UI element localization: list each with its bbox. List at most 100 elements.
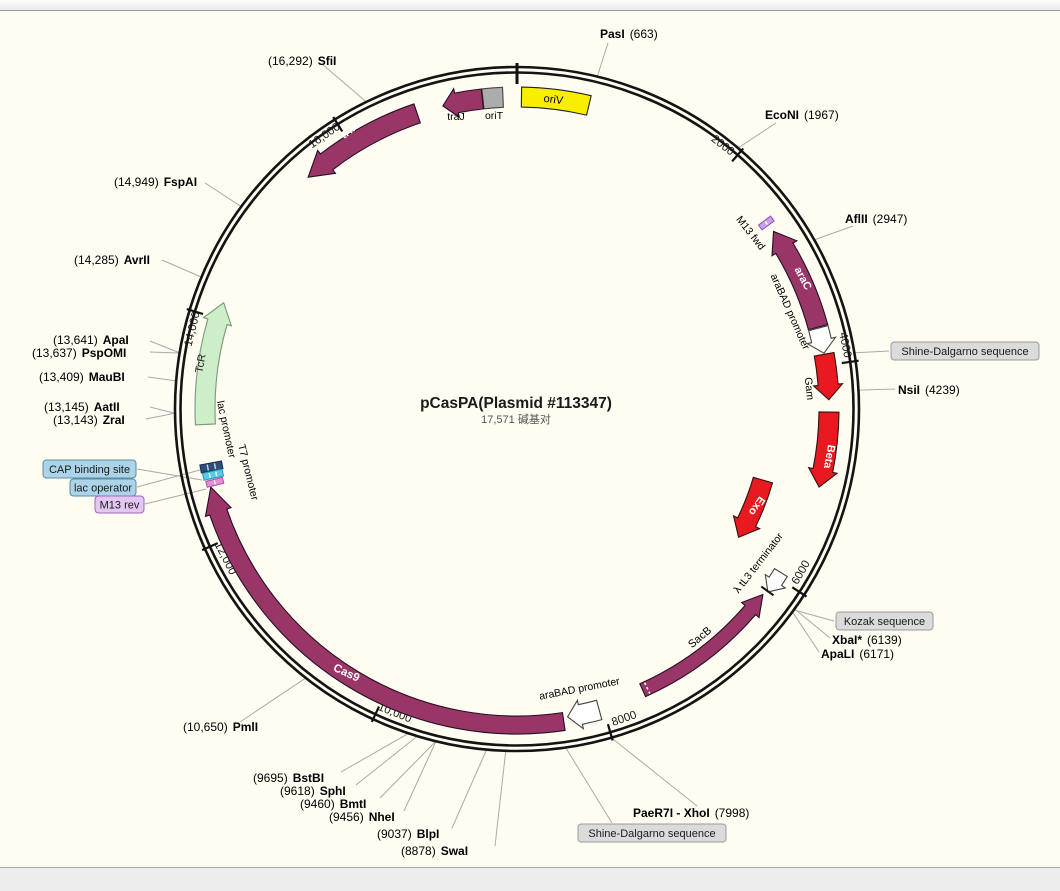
- feature-arabad-promoter[interactable]: [566, 698, 603, 731]
- leader-line-aatii: [149, 406, 175, 414]
- badge-rect: [94, 495, 145, 514]
- tick-10000: [370, 706, 380, 723]
- badge-shine-dalgarno-sequence[interactable]: Shine-Dalgarno sequence: [890, 341, 1040, 361]
- enzyme-label-nsii[interactable]: NsiI (4239): [898, 383, 960, 397]
- enzyme-label-sfii[interactable]: (16,292) SfiI: [268, 54, 336, 68]
- lac-operator-marker[interactable]: [201, 468, 225, 481]
- feature-trfa[interactable]: [307, 103, 422, 178]
- badge-label-shine-dalgarno-sequence: Shine-Dalgarno sequence: [901, 346, 1028, 358]
- feature-label-traj[interactable]: traJ: [447, 111, 465, 123]
- badge-cap-binding-site[interactable]: CAP binding site: [42, 459, 137, 479]
- leader-line-aflii: [815, 225, 854, 240]
- lac-operator-marker-rect: [201, 468, 225, 481]
- enzyme-label-xbai[interactable]: XbaI* (6139): [832, 633, 902, 647]
- enzyme-label-bstbi[interactable]: (9695) BstBI: [253, 771, 324, 785]
- feature-tcr[interactable]: [194, 301, 233, 426]
- feature-label-orit[interactable]: oriT: [485, 110, 504, 122]
- feature-arac[interactable]: [771, 230, 829, 331]
- enzyme-label-sphi[interactable]: (9618) SphI: [280, 784, 346, 798]
- feature-label-oriv[interactable]: oriV: [543, 93, 565, 107]
- enzyme-label-maubi[interactable]: (13,409) MauBI: [39, 370, 125, 384]
- feature-label-beta[interactable]: Beta: [821, 444, 837, 470]
- feature-cas9[interactable]: [204, 485, 566, 735]
- enzyme-label-blpi[interactable]: (9037) BlpI: [377, 827, 439, 841]
- tick-label-14000: 14,000: [183, 311, 203, 348]
- leader-line-pmli: [239, 678, 306, 723]
- leader-line-paer7i-xhoi: [612, 738, 698, 807]
- leader-line-apali: [792, 612, 820, 653]
- window-chrome-top: [0, 0, 1060, 11]
- leader-line-blpi: [451, 750, 487, 829]
- enzyme-label-apali[interactable]: ApaLI (6171): [821, 647, 894, 661]
- lac-operator-marker-stripe: [215, 471, 218, 477]
- feature-label-t7-promoter[interactable]: T7 promoter: [235, 443, 261, 502]
- enzyme-label-pmli[interactable]: (10,650) PmlI: [183, 720, 258, 734]
- leader-line-xbai: [794, 609, 831, 639]
- enzyme-label-pspomi[interactable]: (13,637) PspOMI: [32, 346, 126, 360]
- tick-4000: [841, 359, 859, 365]
- tick-label-4000: 4000: [836, 331, 853, 358]
- tick-label-6000: 6000: [790, 559, 813, 587]
- leader-line-nsii: [859, 388, 896, 391]
- enzyme-label-zrai[interactable]: (13,143) ZraI: [53, 413, 125, 427]
- leader-line-swai: [494, 751, 507, 847]
- feature-arabad-promoter[interactable]: [805, 324, 837, 354]
- feature-gam[interactable]: [812, 351, 844, 401]
- feature-label-tcr[interactable]: TcR: [193, 353, 208, 374]
- enzyme-label-aatii[interactable]: (13,145) AatII: [44, 400, 120, 414]
- badge-m13-rev[interactable]: M13 rev: [94, 495, 145, 514]
- tick-6000: [791, 586, 808, 598]
- enzyme-label-econi[interactable]: EcoNI (1967): [765, 108, 839, 122]
- leader-line-sphi: [355, 736, 417, 786]
- tick-12000: [201, 542, 219, 552]
- leader-line-sfii: [321, 63, 366, 102]
- tick-2000: [731, 147, 745, 163]
- leader-line-kozak-sequence: [792, 609, 835, 622]
- tick-14000: [186, 308, 204, 316]
- feature-truncation-dash: [643, 682, 651, 694]
- badge-label-m13-rev: M13 rev: [100, 499, 140, 511]
- tick-label-8000: 8000: [610, 709, 638, 729]
- leader-line-bmti: [379, 741, 436, 799]
- leader-line-avrii: [161, 259, 201, 278]
- m13-fwd-marker[interactable]: [757, 215, 775, 231]
- plasmid-length: 17,571 碱基对: [481, 412, 551, 426]
- terminator-tick: [760, 585, 775, 597]
- badge-kozak-sequence[interactable]: Kozak sequence: [835, 611, 934, 631]
- feature-tl3-terminator[interactable]: [764, 567, 789, 593]
- feature-exo[interactable]: [732, 476, 774, 538]
- badge-lac-operator[interactable]: lac operator: [69, 478, 137, 497]
- leader-line-cap-binding-site: [136, 468, 203, 481]
- leader-line-maubi: [147, 376, 176, 382]
- feature-label-m13-fwd[interactable]: M13 fwd: [733, 214, 767, 253]
- enzyme-label-fspai[interactable]: (14,949) FspAI: [114, 175, 197, 189]
- enzyme-label-avrii[interactable]: (14,285) AvrII: [74, 253, 150, 267]
- feature-label-gam[interactable]: Gam: [802, 377, 816, 401]
- feature-label-lac-promoter[interactable]: lac promoter: [214, 400, 238, 460]
- feature-beta[interactable]: [807, 411, 840, 488]
- lac-operator-marker-stripe: [208, 472, 211, 478]
- enzyme-label-nhei[interactable]: (9456) NheI: [329, 810, 395, 824]
- badge-rect: [835, 611, 934, 631]
- enzyme-label-swai[interactable]: (8878) SwaI: [401, 844, 468, 858]
- feature-label-arabad-promoter[interactable]: araBAD promoter: [538, 675, 621, 702]
- feature-traj[interactable]: [442, 87, 485, 119]
- enzyme-label-pasi[interactable]: PasI (663): [600, 27, 658, 41]
- feature-orit[interactable]: [481, 86, 504, 110]
- feature-oriv[interactable]: [520, 86, 592, 116]
- leader-line-shine-dalgarno-sequence: [564, 746, 613, 824]
- enzyme-label-apai[interactable]: (13,641) ApaI: [53, 333, 129, 347]
- leader-line-pasi: [597, 42, 609, 76]
- badge-label-shine-dalgarno-sequence: Shine-Dalgarno sequence: [588, 828, 715, 840]
- enzyme-label-aflii[interactable]: AflII (2947): [845, 212, 907, 226]
- enzyme-label-bmti[interactable]: (9460) BmtI: [300, 797, 366, 811]
- enzyme-label-paer7i-xhoi[interactable]: PaeR7I - XhoI (7998): [633, 806, 749, 820]
- badge-shine-dalgarno-sequence[interactable]: Shine-Dalgarno sequence: [577, 823, 727, 843]
- leader-line-shine-dalgarno-sequence: [853, 350, 890, 354]
- m13-rev-marker[interactable]: [205, 476, 225, 488]
- leader-line-fspai: [204, 182, 241, 207]
- badge-rect: [577, 823, 727, 843]
- feature-sacb[interactable]: [639, 593, 764, 698]
- tick-8000: [606, 723, 614, 741]
